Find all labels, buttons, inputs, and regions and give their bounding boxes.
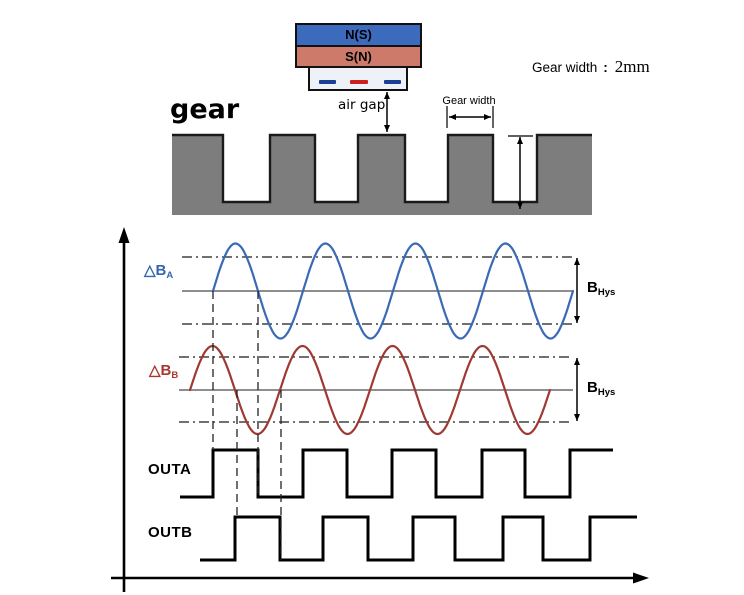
measure-arrows bbox=[384, 92, 533, 209]
bhys-b-text: B bbox=[587, 379, 598, 396]
bhys-b-subscript: Hys bbox=[597, 387, 616, 398]
gear-width-spec-separator: : bbox=[603, 60, 608, 75]
delta-ba-text: △B bbox=[144, 262, 167, 279]
bhys-label-a: BHys bbox=[587, 279, 615, 298]
gear-width-spec: Gear width:2mm bbox=[532, 57, 650, 77]
delta-bb-label: △BB bbox=[149, 361, 178, 381]
magnet-north-label: N(S) bbox=[345, 27, 372, 43]
delta-ba-label: △BA bbox=[144, 261, 173, 281]
bhys-label-b: BHys bbox=[587, 379, 615, 398]
delta-ba-subscript: A bbox=[166, 270, 174, 281]
air-gap-label: air gap bbox=[338, 97, 386, 113]
delta-bb-subscript: B bbox=[171, 370, 179, 381]
sensor-package bbox=[308, 66, 408, 91]
gear-profile bbox=[172, 133, 592, 215]
gear-width-spec-value: 2mm bbox=[614, 57, 650, 76]
sensor-element-center bbox=[350, 80, 368, 84]
delta-bb-text: △B bbox=[149, 362, 172, 379]
magnet-north-pole: N(S) bbox=[297, 25, 420, 47]
axes bbox=[111, 227, 649, 592]
magnet-block: N(S) S(N) bbox=[295, 23, 422, 68]
sensor-element-left bbox=[319, 80, 336, 84]
gear-label: gear bbox=[170, 94, 240, 125]
gear-width-spec-label: Gear width bbox=[532, 60, 598, 75]
outa-label: OUTA bbox=[148, 461, 192, 478]
magnet-south-label: S(N) bbox=[345, 48, 372, 64]
magnet-south-pole: S(N) bbox=[297, 46, 420, 66]
bhys-a-text: B bbox=[587, 279, 598, 296]
sensor-element-right bbox=[384, 80, 401, 84]
outb-label: OUTB bbox=[148, 524, 193, 541]
waveforms bbox=[179, 242, 637, 562]
bhys-a-subscript: Hys bbox=[597, 287, 616, 298]
gear-width-annotation-label: Gear width bbox=[442, 95, 496, 107]
